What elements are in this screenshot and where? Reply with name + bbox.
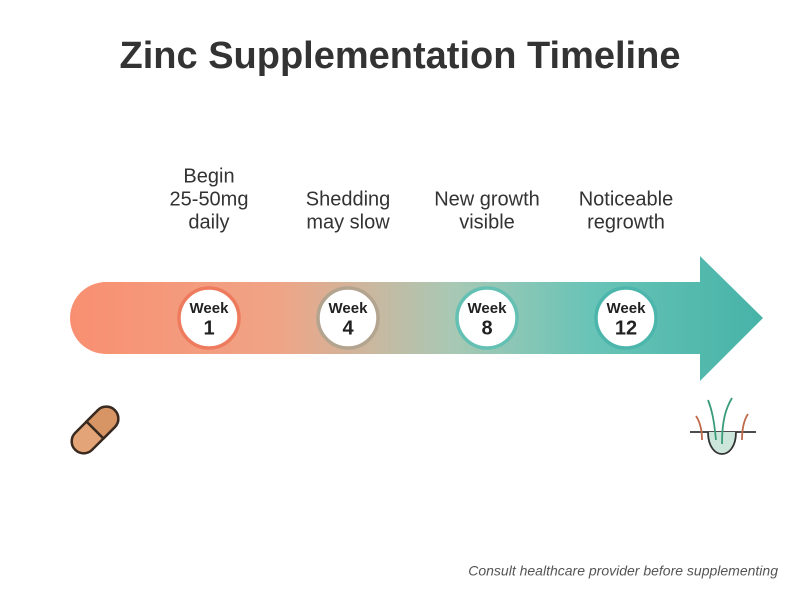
week-number: 1 — [203, 317, 214, 339]
hair-icon — [690, 397, 756, 455]
week-circle — [316, 286, 380, 350]
week-number: 4 — [342, 317, 354, 339]
week-circle — [177, 286, 241, 350]
timeline-arrow — [70, 256, 764, 381]
milestone-description: regrowth — [587, 211, 665, 233]
milestone-description: 25-50mg — [170, 188, 249, 210]
milestone-description: New growth — [434, 188, 540, 210]
milestone-description: Shedding — [306, 188, 391, 210]
footer-note: Consult healthcare provider before suppl… — [468, 563, 778, 579]
milestone-description: visible — [459, 211, 515, 233]
week-number: 8 — [481, 317, 492, 339]
pill-icon — [70, 405, 120, 455]
week-label: Week — [329, 300, 369, 317]
week-label: Week — [468, 300, 508, 317]
title: Zinc Supplementation Timeline — [120, 35, 681, 77]
week-circle — [594, 286, 658, 350]
week-number: 12 — [615, 317, 637, 339]
milestone-description: daily — [188, 211, 229, 233]
milestone-description: may slow — [306, 211, 390, 233]
milestone-description: Noticeable — [579, 188, 674, 210]
week-label: Week — [607, 300, 647, 317]
week-circle — [455, 286, 519, 350]
week-label: Week — [190, 300, 230, 317]
milestone-description: Begin — [183, 165, 234, 187]
